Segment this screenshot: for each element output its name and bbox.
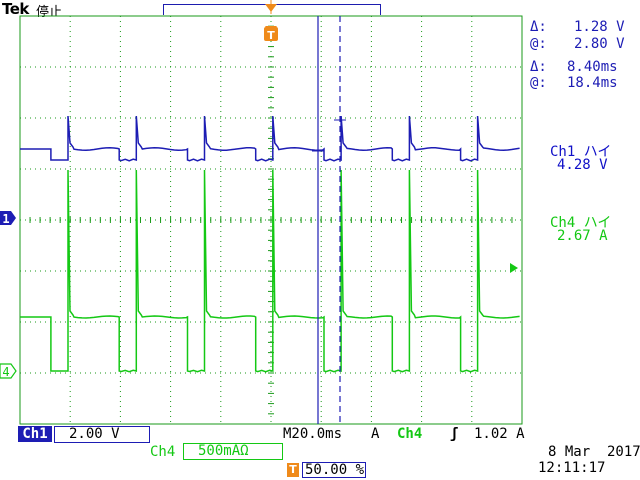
brand-logo: Tek: [2, 0, 29, 18]
ch4-waveform: [20, 169, 520, 373]
trigger-position-marker[interactable]: T: [264, 0, 278, 42]
ch4-ground-marker[interactable]: 4: [0, 363, 17, 379]
graticule: [19, 15, 523, 425]
trigger-mode: A: [371, 426, 380, 442]
date-display: 8 Mar 2017: [548, 444, 640, 460]
voltage-delta-value: 1.28 V: [574, 19, 625, 35]
time-delta-label: Δ:: [530, 59, 547, 75]
trigger-level-marker[interactable]: [510, 263, 518, 273]
time-at-value: 18.4ms: [567, 75, 618, 91]
ch1-volts-per-div[interactable]: 2.00 V: [54, 426, 150, 443]
timebase-readout[interactable]: M20.0ms: [283, 426, 343, 442]
voltage-at-value: 2.80 V: [574, 36, 625, 52]
trigger-source[interactable]: Ch4: [397, 426, 423, 442]
time-at-label: @:: [530, 75, 547, 91]
voltage-delta-label: Δ:: [530, 19, 547, 35]
ch1-waveform: [20, 115, 520, 162]
ch4-scale-value: 500mAΩ: [198, 443, 249, 459]
svg-text:T: T: [267, 29, 275, 42]
ch1-scale-value: 2.00 V: [69, 426, 120, 442]
svg-text:1: 1: [2, 212, 9, 226]
svg-text:4: 4: [2, 365, 9, 379]
trigger-position-readout[interactable]: 50.00 %: [302, 462, 366, 478]
voltage-at-label: @:: [530, 36, 547, 52]
ch1-channel-button[interactable]: Ch1: [18, 426, 52, 442]
ch1-high-label: Ch1 ハイ: [550, 144, 612, 160]
trigger-level-readout: 1.02 A: [474, 426, 525, 442]
ch1-high-value: 4.28 V: [557, 157, 608, 173]
trigger-slope-icon: ʃ: [450, 426, 459, 442]
ch4-high-value: 2.67 A: [557, 228, 608, 244]
time-display: 12:11:17: [538, 460, 606, 476]
ch4-high-label: Ch4 ハイ: [550, 215, 612, 231]
trigger-position-value: 50.00 %: [305, 462, 365, 478]
ch1-ground-marker[interactable]: 1: [0, 211, 16, 226]
ch4-amps-per-div[interactable]: 500mAΩ: [183, 443, 283, 460]
ch4-channel-label[interactable]: Ch4: [150, 444, 176, 460]
trigger-position-icon: T: [287, 463, 299, 477]
time-delta-value: 8.40ms: [567, 59, 618, 75]
